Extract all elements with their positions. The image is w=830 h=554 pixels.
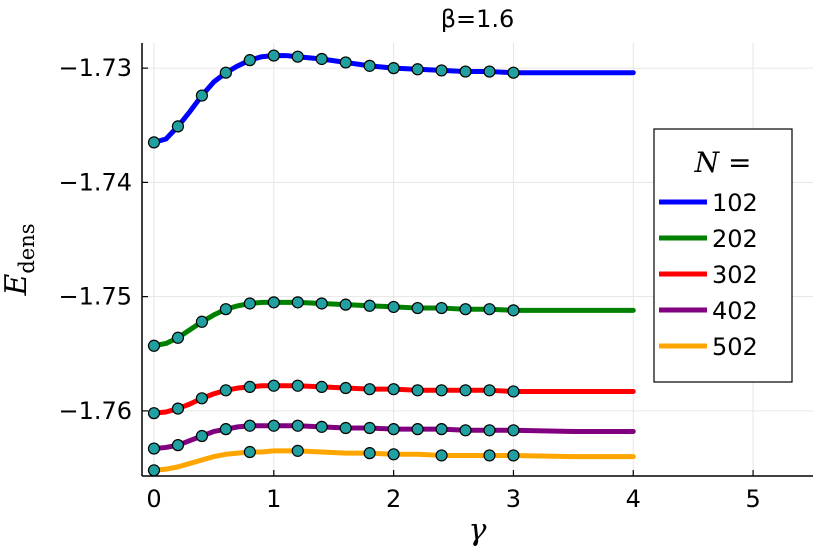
point-302-5 [267,379,280,392]
point-302-15 [507,385,520,398]
markers-layer [147,49,520,477]
point-302-3 [219,384,232,397]
point-102-6 [291,50,304,63]
point-502-6 [483,449,496,462]
legend-label-102: 102 [712,189,758,217]
point-102-15 [507,66,520,79]
point-502-0 [147,464,161,477]
point-502-7 [507,449,520,462]
point-302-4 [243,380,256,393]
point-202-14 [483,303,496,316]
chart-title: β=1.6 [441,5,515,33]
point-302-0 [147,407,161,420]
point-502-3 [363,447,376,460]
point-302-1 [171,402,185,415]
point-102-11 [411,63,424,76]
point-402-8 [339,421,352,435]
y-axis-label-main: E [0,274,34,297]
point-302-8 [339,381,352,395]
point-102-14 [483,65,496,78]
point-402-6 [291,419,304,432]
legend-box [653,128,793,383]
point-402-3 [219,423,232,436]
x-tick-label-3: 3 [506,485,521,513]
point-102-9 [363,59,376,72]
x-tick-label-2: 2 [386,485,401,513]
x-tick-label-1: 1 [266,485,281,513]
point-102-0 [147,136,161,149]
legend-label-302: 302 [712,261,758,289]
point-202-7 [315,297,328,310]
point-102-4 [243,54,256,67]
x-axis-label: γ [469,513,487,548]
point-302-13 [459,384,472,397]
x-tick-label-0: 0 [146,485,161,513]
point-302-7 [315,380,328,393]
y-axis-label: Edens [0,223,39,296]
point-102-3 [219,66,232,79]
point-302-6 [291,379,304,392]
point-102-2 [195,89,209,102]
y-axis-label-sub: dens [15,223,39,273]
point-102-8 [339,56,352,69]
point-402-5 [267,419,280,432]
y-tick-label-2: −1.75 [58,283,132,311]
point-402-0 [147,442,161,455]
point-402-15 [507,424,520,437]
legend-title: N = [694,146,752,179]
y-tick-label-1: −1.74 [58,168,132,196]
point-102-13 [459,65,472,78]
point-102-7 [315,52,328,66]
point-402-13 [459,424,472,437]
point-302-9 [363,383,376,396]
point-402-10 [387,423,400,436]
point-102-10 [387,62,400,75]
point-102-5 [267,49,280,62]
x-tick-label-4: 4 [626,485,641,513]
x-tick-label-5: 5 [745,485,760,513]
point-302-10 [387,383,400,396]
y-axis-label-text: Edens [0,223,39,296]
point-202-15 [507,304,520,317]
point-302-12 [435,384,448,397]
y-tick-label-3: −1.76 [58,397,132,425]
point-402-11 [411,423,424,436]
point-102-12 [435,64,448,77]
point-302-14 [483,384,496,397]
legend-label-402: 402 [712,297,758,325]
legend-label-502: 502 [712,333,758,361]
point-202-13 [459,303,472,316]
axes: 0 1 2 3 4 5 −1.73 −1.74 −1.75 −1.76 [58,43,813,513]
point-102-1 [171,120,185,133]
point-502-2 [291,444,304,457]
point-502-5 [435,449,448,462]
point-202-0 [147,339,161,352]
point-202-1 [171,331,185,344]
point-202-10 [387,300,400,314]
point-302-11 [411,384,424,397]
point-502-1 [243,445,256,459]
point-202-2 [195,315,209,328]
legend: N = 102 202 302 402 502 [653,128,793,383]
point-202-6 [291,296,304,309]
point-202-11 [411,301,424,315]
point-502-4 [387,448,400,461]
y-tick-label-0: −1.73 [58,54,132,82]
point-202-8 [339,298,352,311]
point-202-4 [243,297,256,310]
legend-label-202: 202 [712,225,758,253]
point-302-2 [195,392,209,405]
point-202-5 [267,296,280,309]
point-202-3 [219,303,232,316]
point-202-12 [435,301,448,315]
point-402-14 [483,424,496,437]
point-402-1 [171,439,185,452]
point-402-2 [195,429,209,443]
point-402-4 [243,419,256,432]
point-402-9 [363,421,376,435]
point-402-7 [315,420,328,433]
point-402-12 [435,423,448,436]
point-202-9 [363,299,376,312]
